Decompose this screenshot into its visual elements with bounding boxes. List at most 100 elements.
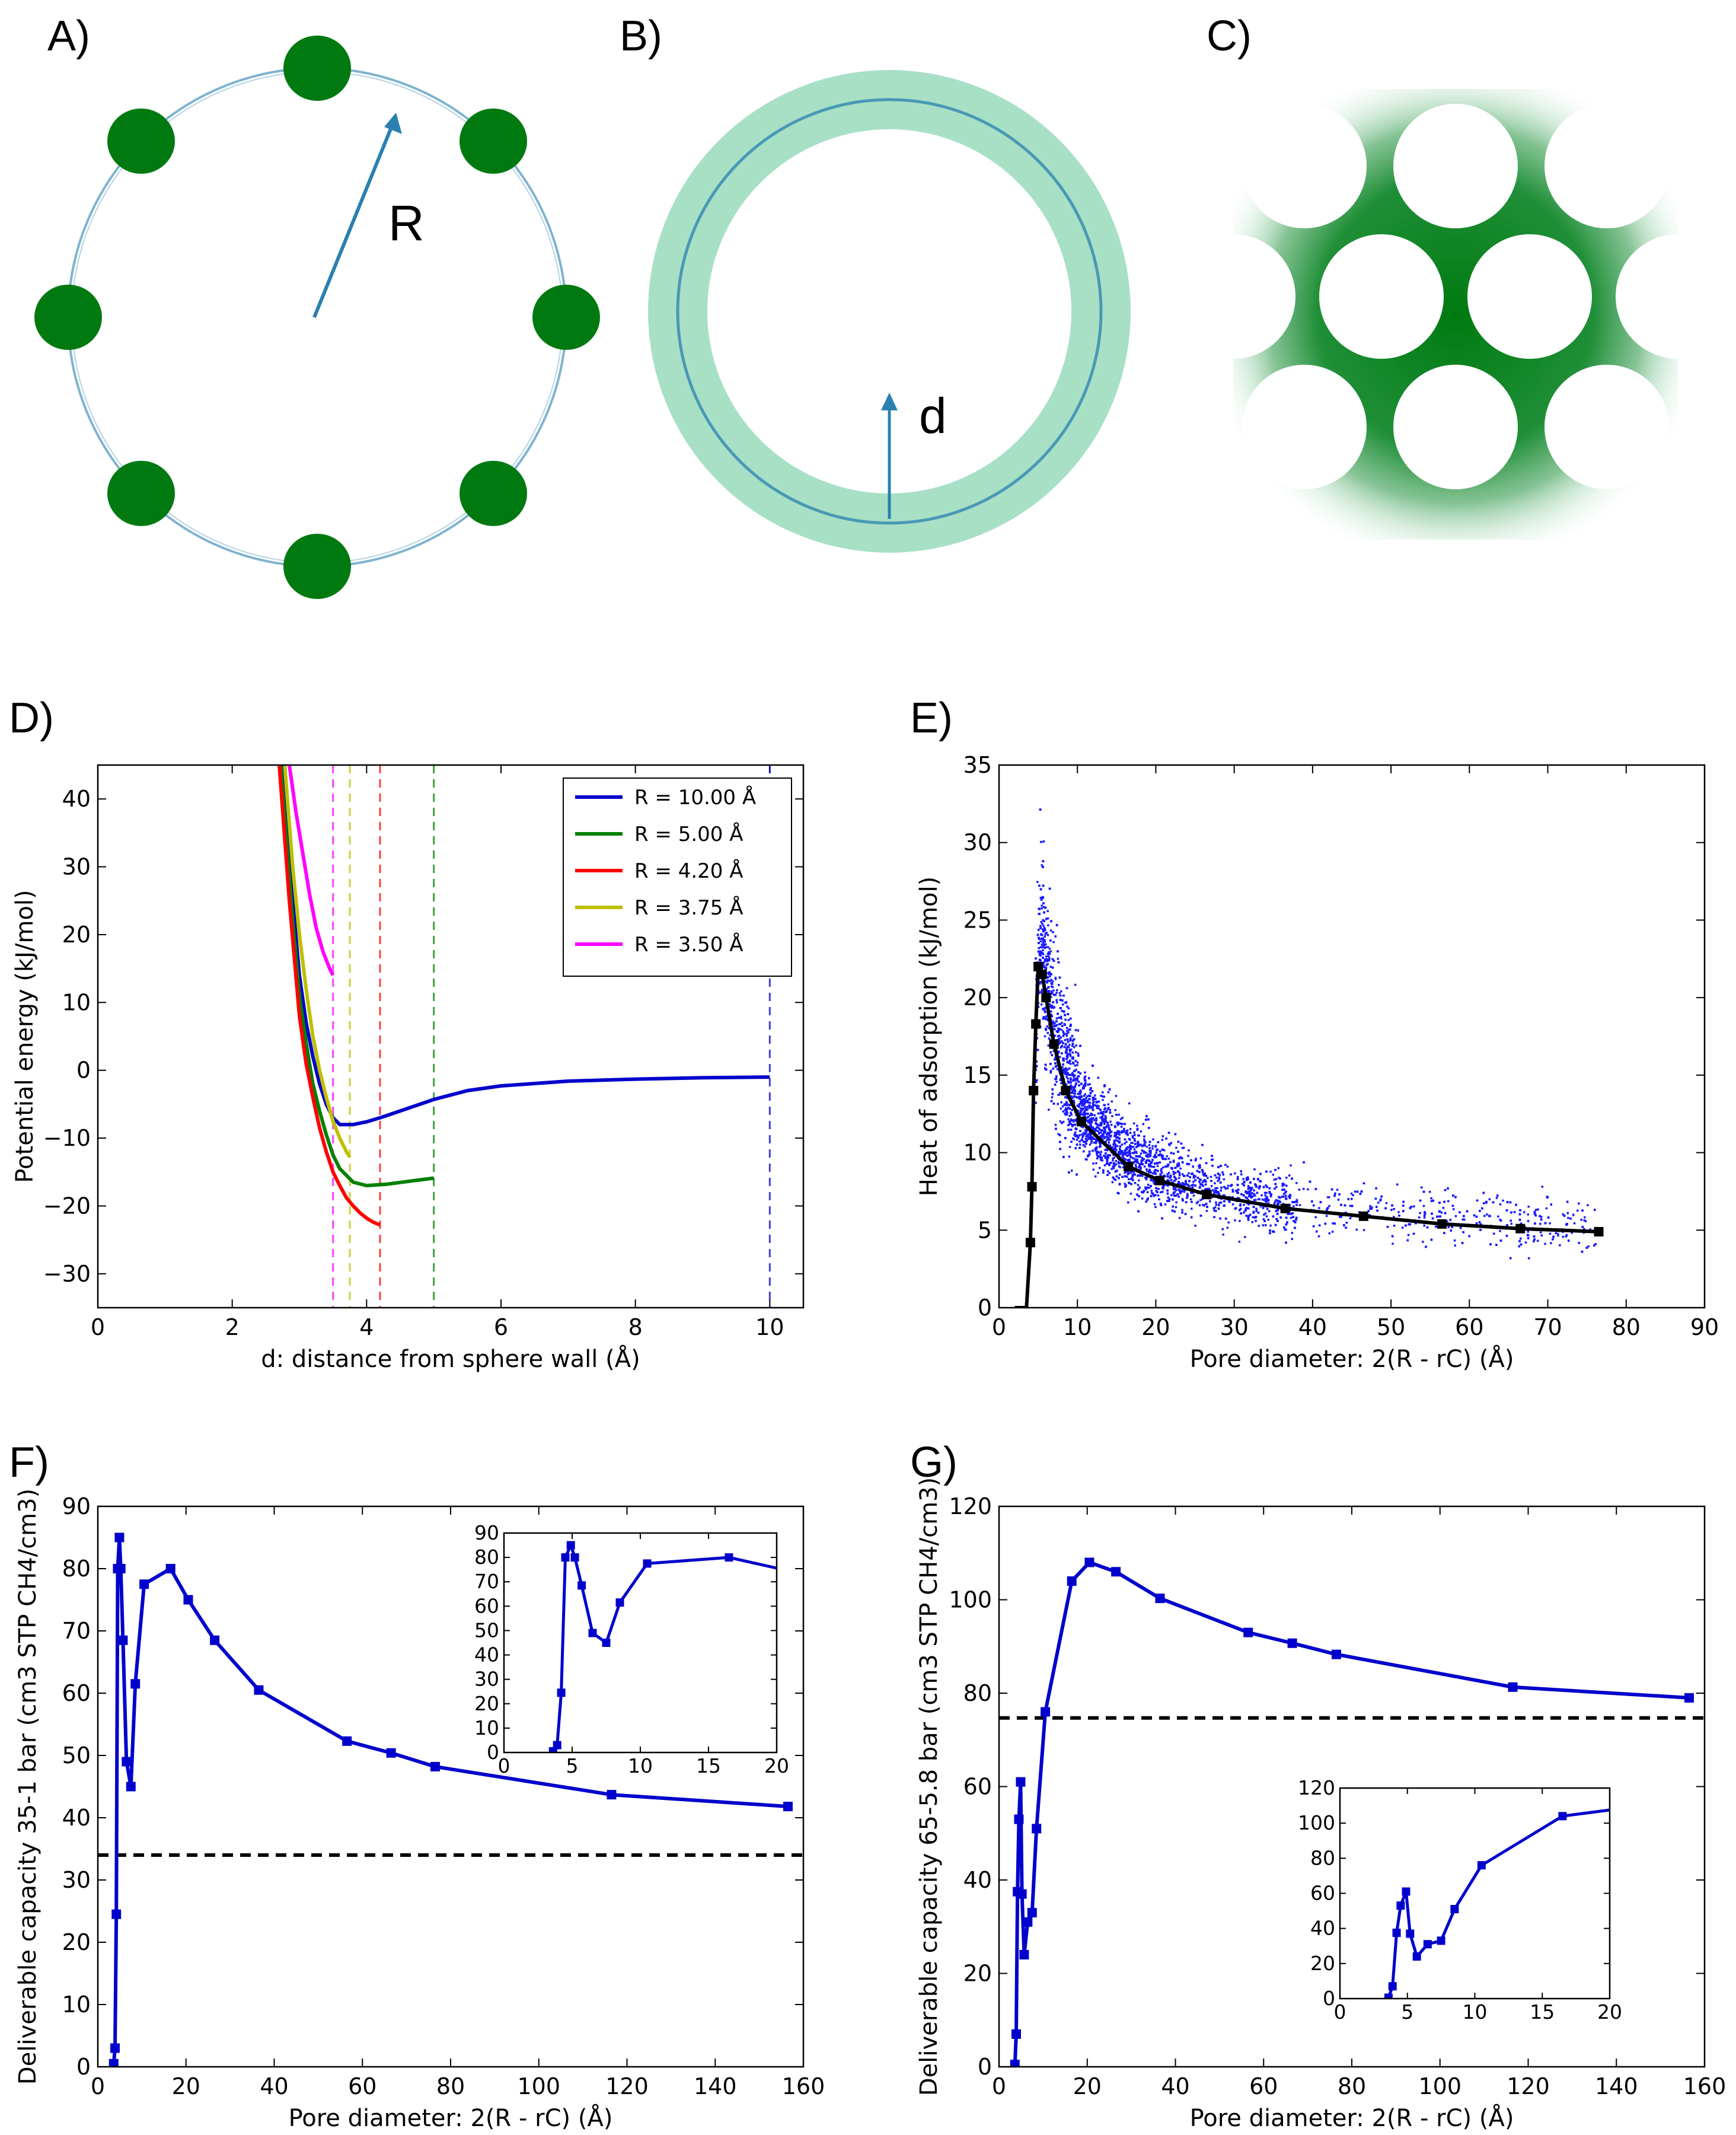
chart-d-plot-area	[277, 765, 771, 1308]
chart-e-scatter-point-700	[1041, 922, 1043, 925]
chart-e-xtick-label-4: 40	[1298, 1314, 1327, 1340]
chart-e-scatter-point-100	[1510, 1222, 1512, 1225]
chart-e-scatter-point-149	[1166, 1155, 1169, 1158]
chart-e-scatter-point-891	[1068, 1114, 1071, 1117]
chart-e-scatter-point-531	[1252, 1216, 1254, 1219]
chart-e-scatter-point-674	[1279, 1200, 1282, 1203]
chart-e-scatter-point-894	[1154, 1194, 1157, 1196]
chart-e-scatter-point-644	[1260, 1194, 1263, 1197]
chart-e-scatter-point-753	[1134, 1164, 1137, 1167]
chart-e-scatter-point-593	[1142, 1123, 1144, 1126]
chart-d-xtick-label-5: 10	[755, 1314, 784, 1340]
chart-e-scatter-point-757	[1121, 1123, 1124, 1126]
chart-e-scatter-point-228	[1332, 1222, 1334, 1225]
chart-e-scatter-point-215	[1243, 1204, 1245, 1206]
atom-8	[107, 109, 175, 174]
chart-e-scatter-point-480	[1430, 1197, 1432, 1200]
chart-e-scatter-point-252	[1089, 1107, 1091, 1110]
chart-e-scatter-point-707	[1145, 1145, 1148, 1148]
chart-e-scatter-point-178	[1149, 1163, 1151, 1166]
chart-e-scatter-point-941	[1263, 1199, 1266, 1202]
chart-e-scatter-point-659	[1248, 1195, 1250, 1197]
chart-e-scatter-point-547	[1177, 1183, 1179, 1185]
chart-e-scatter-point-865	[1393, 1225, 1396, 1227]
chart-e-scatter-point-811	[1095, 1162, 1097, 1165]
chart-e-scatter-point-478	[1314, 1216, 1317, 1219]
chart-e-scatter-point-626	[1136, 1124, 1138, 1127]
chart-e-scatter-point-337	[1140, 1152, 1143, 1155]
chart-e-scatter-point-860	[1285, 1177, 1288, 1179]
chart-e-scatter-point-822	[1218, 1193, 1221, 1196]
chart-e-scatter-point-205	[1113, 1139, 1116, 1142]
chart-e-scatter-point-52	[1380, 1198, 1382, 1201]
chart-e-scatter-point-642	[1054, 1034, 1057, 1037]
chart-e-scatter-point-583	[1255, 1207, 1258, 1210]
chart-e-scatter-point-102	[1189, 1198, 1192, 1201]
chart-e-scatter-point-63	[1040, 1003, 1043, 1006]
chart-e-scatter-point-930	[1064, 1069, 1066, 1072]
chart-e-scatter-point-82	[1210, 1185, 1213, 1187]
chart-e-scatter-point-901	[1247, 1178, 1249, 1180]
chart-e-scatter-point-903	[1188, 1149, 1190, 1152]
chart-e-scatter-point-565	[1152, 1138, 1154, 1140]
chart-e-scatter-point-151	[1105, 1120, 1108, 1123]
chart-e-ytick-label-0: 0	[978, 1295, 992, 1321]
chart-e-scatter-point-396	[1285, 1190, 1287, 1193]
chart-e-scatter-point-256	[1537, 1208, 1539, 1211]
chart-e-scatter-point-695	[1094, 1094, 1096, 1097]
chart-e-scatter-point-796	[1048, 973, 1050, 976]
chart-e-scatter-point-855	[1557, 1234, 1559, 1237]
chart-e-scatter-point-872	[1199, 1199, 1202, 1202]
shell-wall	[676, 98, 1103, 525]
chart-e-scatter-point-53	[1293, 1205, 1295, 1207]
chart-e-scatter-point-745	[1059, 1120, 1062, 1123]
chart-e-scatter-point-293	[1093, 1100, 1095, 1103]
chart-e-scatter-point-27	[1325, 1215, 1328, 1217]
chart-d-legend-label-3: R = 3.75 Å	[634, 896, 743, 920]
chart-e-scatter-point-476	[1039, 897, 1042, 899]
chart-e-scatter-point-97	[1237, 1197, 1240, 1200]
chart-e-scatter-point-29	[1068, 1146, 1071, 1148]
chart-e-scatter-point-351	[1042, 953, 1045, 955]
chart-e-scatter-point-295	[1062, 1110, 1064, 1113]
chart-e-scatter-point-679	[1109, 1108, 1112, 1111]
chart-e-scatter-point-59	[1255, 1199, 1257, 1201]
chart-e-scatter-point-120	[1178, 1217, 1181, 1219]
chart-e-scatter-point-496	[1059, 1041, 1061, 1044]
chart-e-scatter-point-279	[1104, 1129, 1106, 1132]
chart-e-scatter-point-308	[1160, 1168, 1163, 1170]
chart-e-scatter-point-414	[1049, 965, 1052, 968]
chart-e-scatter-point-8	[1117, 1161, 1120, 1164]
chart-e-scatter-point-731	[1445, 1220, 1448, 1222]
chart-e-scatter-point-549	[1103, 1155, 1105, 1157]
chart-e-scatter-point-487	[1066, 1051, 1068, 1054]
chart-e-scatter-point-765	[1145, 1168, 1148, 1171]
panel-a: A) R	[34, 12, 600, 599]
chart-e-scatter-point-181	[1051, 986, 1054, 989]
chart-e-scatter-point-354	[1103, 1121, 1106, 1124]
chart-e-scatter-point-263	[1428, 1190, 1431, 1193]
chart-e-scatter-point-2	[1042, 949, 1044, 951]
chart-e-scatter-point-559	[1046, 946, 1049, 948]
chart-e-scatter-point-632	[1154, 1206, 1157, 1208]
chart-e-scatter-point-481	[1584, 1216, 1586, 1219]
chart-e-scatter-point-923	[1064, 1113, 1067, 1116]
panel-c: C)	[1207, 12, 1678, 540]
chart-e-scatter-point-180	[1042, 945, 1045, 948]
chart-d-ytick-label-7: 40	[62, 786, 91, 812]
chart-e-scatter-point-892	[1589, 1228, 1591, 1231]
chart-e-scatter-point-171	[1097, 1132, 1100, 1135]
chart-d-frame	[97, 764, 805, 1309]
chart-e-scatter-point-364	[1239, 1220, 1241, 1222]
chart-e-scatter-point-12	[1307, 1188, 1309, 1191]
chart-e-scatter-point-83	[1247, 1219, 1250, 1221]
chart-e-scatter-point-372	[1587, 1204, 1589, 1206]
chart-e-scatter-point-415	[1584, 1220, 1587, 1222]
chart-e-scatter-point-837	[1110, 1100, 1113, 1102]
chart-e-ytick-label-4: 20	[963, 984, 992, 1011]
chart-e-scatter-point-32	[1331, 1231, 1334, 1233]
chart-e-scatter-point-535	[1181, 1146, 1184, 1149]
chart-e-scatter-point-584	[1046, 917, 1049, 920]
chart-e-scatter-point-927	[1132, 1122, 1135, 1125]
chart-e-scatter-point-233	[1099, 1167, 1101, 1170]
